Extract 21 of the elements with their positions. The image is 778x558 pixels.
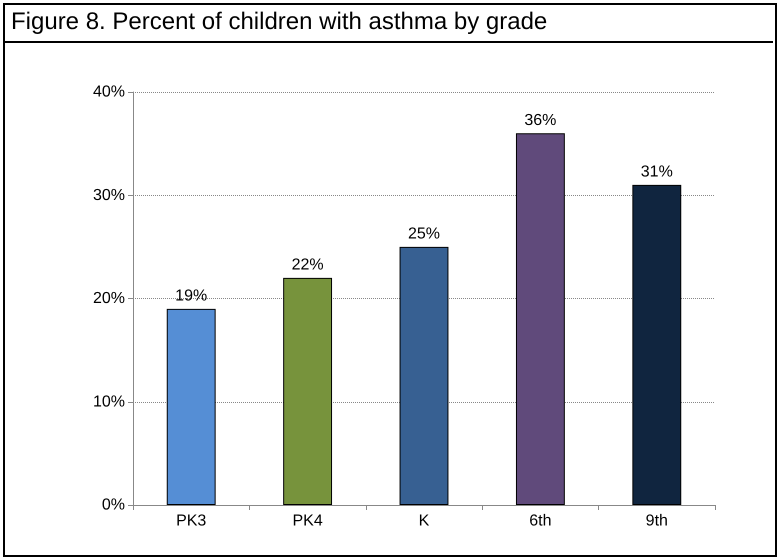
x-tick-label: PK4 bbox=[292, 512, 323, 530]
y-tick-label: 40% bbox=[92, 84, 125, 100]
y-tick-label: 20% bbox=[92, 290, 125, 307]
x-tick-label: 9th bbox=[646, 512, 668, 530]
y-tick-label: 0% bbox=[102, 496, 125, 514]
y-tick-label: 30% bbox=[92, 186, 125, 204]
data-label: 36% bbox=[524, 112, 556, 129]
y-tick-label: 10% bbox=[92, 393, 125, 410]
data-label: 25% bbox=[408, 225, 440, 242]
x-tick-label: PK3 bbox=[176, 512, 206, 530]
data-label: 31% bbox=[640, 163, 673, 180]
data-label: 19% bbox=[175, 287, 208, 304]
bar bbox=[400, 246, 448, 505]
chart-title: Figure 8. Percent of children with asthma by grade bbox=[3, 3, 773, 43]
bar bbox=[166, 308, 216, 505]
x-tick-label: 6th bbox=[529, 512, 552, 530]
bar bbox=[632, 184, 682, 505]
data-label: 22% bbox=[292, 256, 324, 274]
bar bbox=[283, 278, 332, 505]
bar bbox=[516, 133, 565, 505]
x-tick-label: K bbox=[418, 512, 430, 530]
